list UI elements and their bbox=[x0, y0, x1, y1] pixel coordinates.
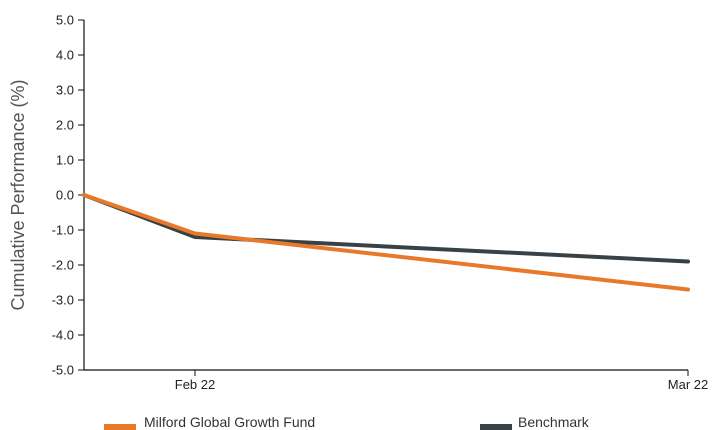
y-tick-label: 2.0 bbox=[56, 118, 74, 133]
fund-series-line bbox=[82, 193, 690, 292]
legend-label: Benchmark bbox=[518, 414, 590, 430]
y-tick-label: -1.0 bbox=[52, 223, 74, 238]
legend-label: Milford Global Growth Fund bbox=[144, 414, 315, 430]
series-lines bbox=[82, 193, 690, 292]
x-tick-label: Mar 22 bbox=[668, 377, 708, 392]
x-axis-ticks: Feb 22 Mar 22 bbox=[175, 370, 708, 392]
y-axis-ticks: 5.0 4.0 3.0 2.0 1.0 0.0 -1.0 -2.0 -3.0 -4.0 -5.0 bbox=[52, 13, 84, 378]
y-tick-label: 3.0 bbox=[56, 83, 74, 98]
legend-swatch bbox=[104, 424, 136, 430]
legend-swatch bbox=[480, 424, 512, 430]
y-tick-label: -2.0 bbox=[52, 258, 74, 273]
y-tick-label: 1.0 bbox=[56, 153, 74, 168]
y-tick-label: -4.0 bbox=[52, 328, 74, 343]
y-tick-label: 0.0 bbox=[56, 188, 74, 203]
y-axis-title: Cumulative Performance (%) bbox=[8, 79, 28, 310]
x-tick-label: Feb 22 bbox=[175, 377, 215, 392]
y-tick-label: -3.0 bbox=[52, 293, 74, 308]
y-tick-label: 4.0 bbox=[56, 48, 74, 63]
y-tick-label: 5.0 bbox=[56, 13, 74, 28]
y-tick-label: -5.0 bbox=[52, 363, 74, 378]
legend: Milford Global Growth Fund Benchmark bbox=[104, 414, 590, 430]
